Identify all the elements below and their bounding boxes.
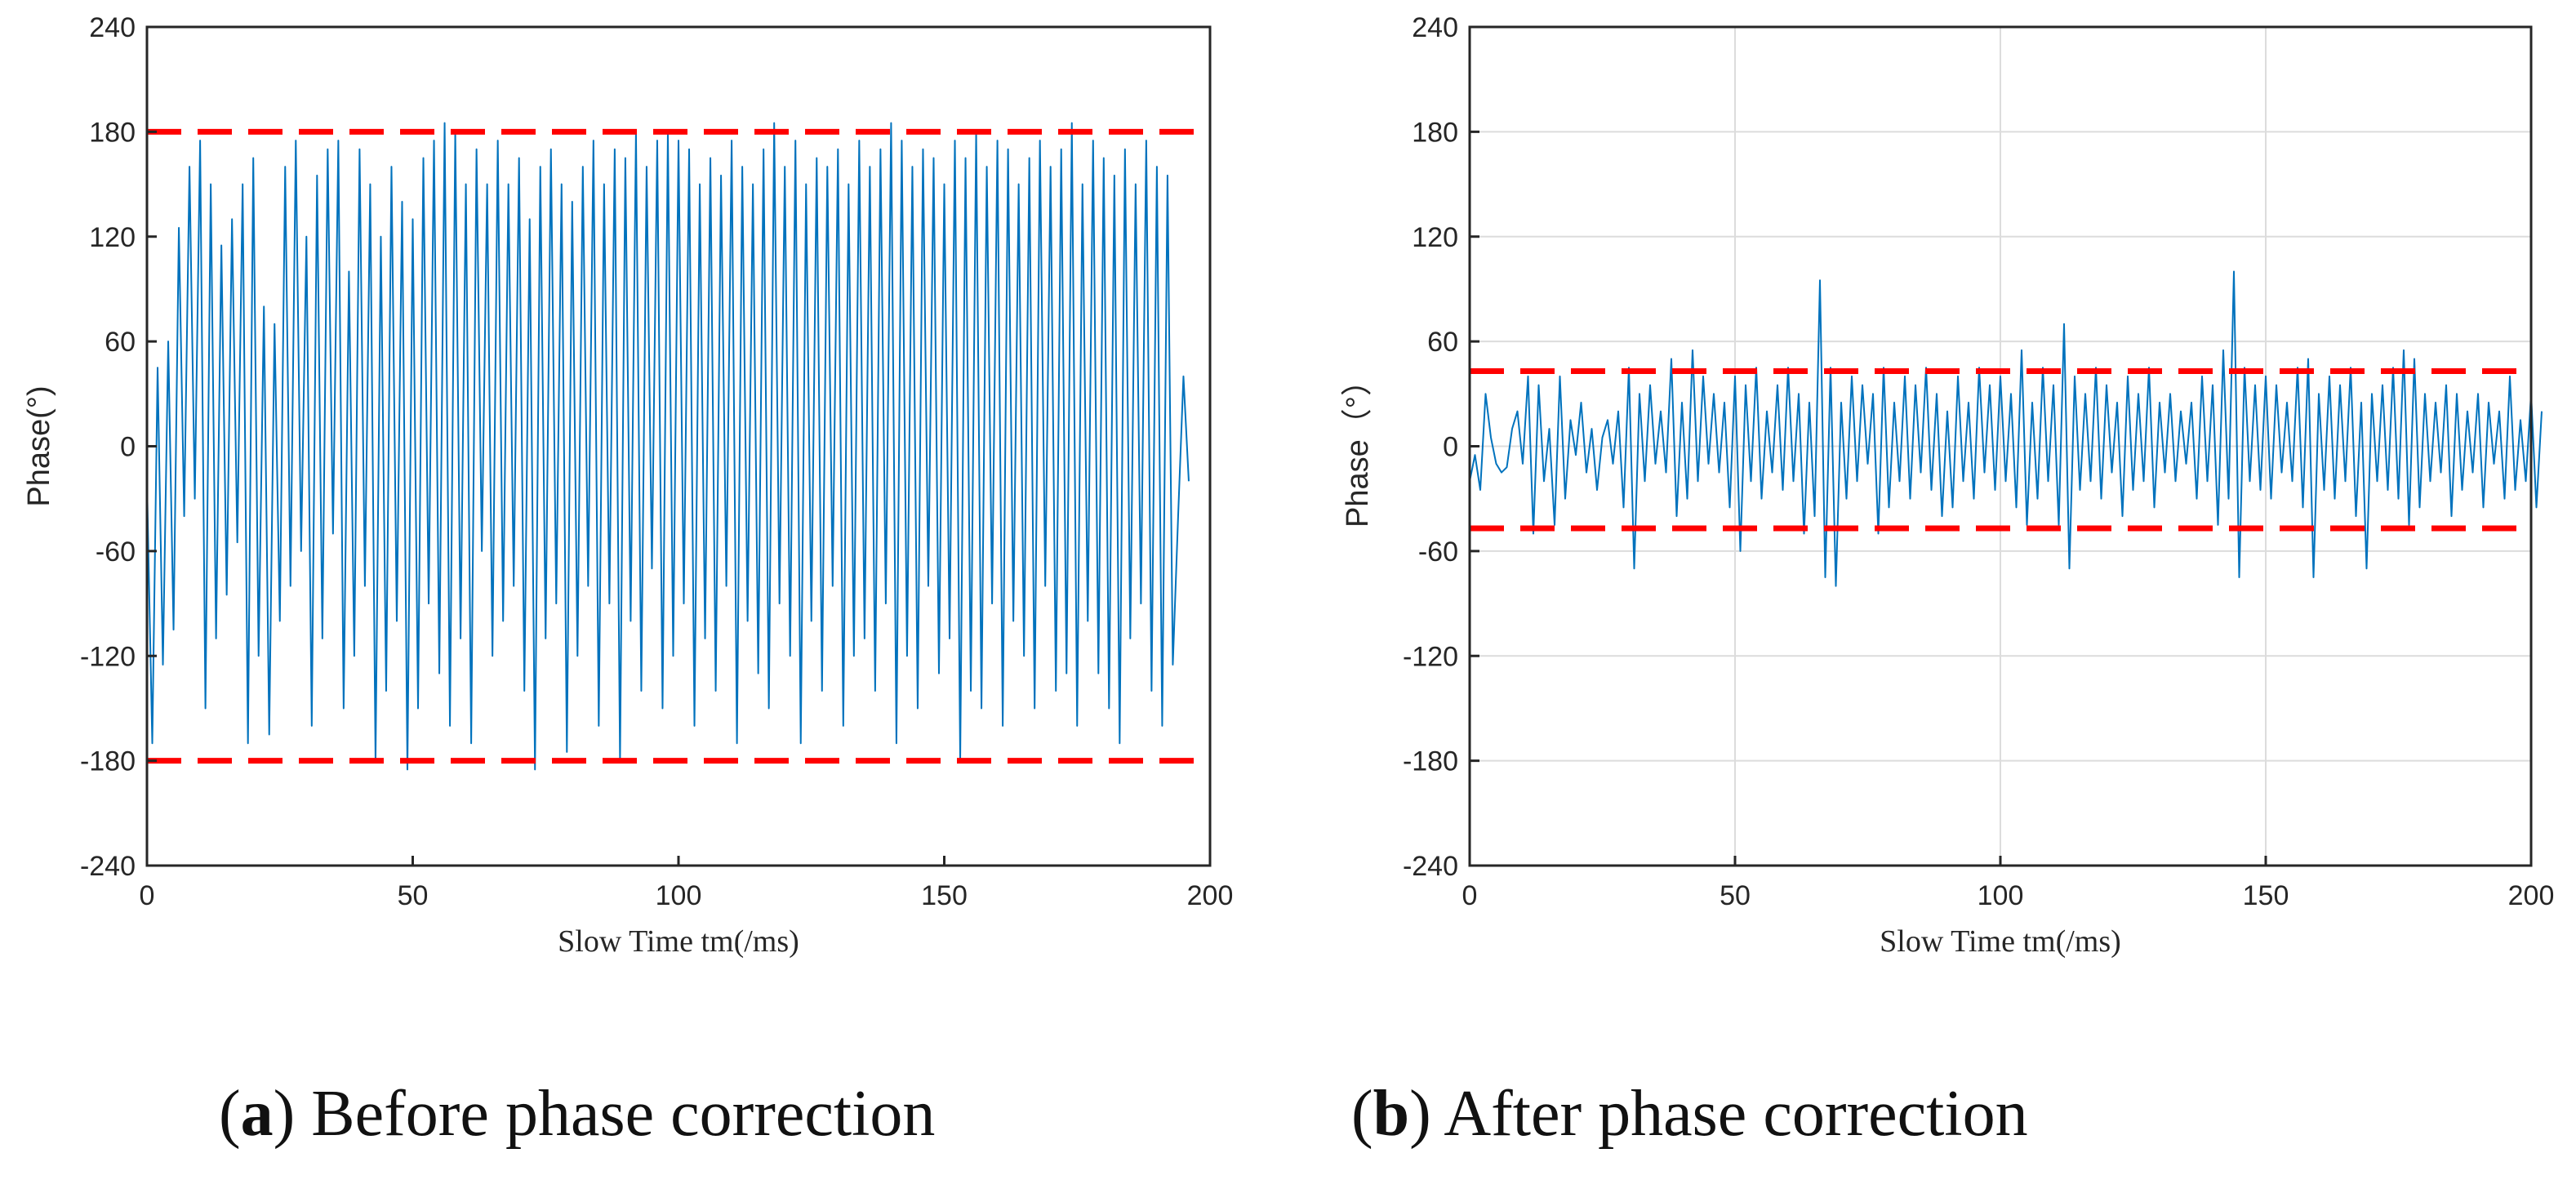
y-tick-label: 180	[89, 117, 136, 148]
y-tick-label: -60	[96, 536, 136, 568]
y-tick-label: 240	[89, 12, 136, 43]
y-tick-label: 240	[1412, 12, 1458, 43]
y-tick-label: -120	[1403, 641, 1458, 672]
x-tick-label: 200	[2508, 880, 2555, 911]
y-tick-label: 0	[1443, 432, 1458, 463]
y-tick-label: -180	[80, 746, 136, 777]
x-axis-label: Slow Time tm(/ms)	[1880, 924, 2121, 959]
y-tick-label: -60	[1418, 536, 1458, 568]
x-tick-label: 0	[140, 880, 155, 911]
y-axis-label: Phase(°)	[22, 385, 56, 506]
chart-panel-a: 0 50 100 150 200 240 180 120 60 0 -60 -120 -180 -240 S…	[22, 12, 1233, 959]
x-tick-label: 200	[1187, 880, 1234, 911]
caption-b-letter: b	[1373, 1078, 1410, 1150]
caption-a-text: Before phase correction	[311, 1078, 935, 1150]
y-tick-label: 120	[1412, 222, 1458, 253]
caption-a-letter: a	[241, 1078, 274, 1150]
x-axis-label: Slow Time tm(/ms)	[558, 924, 799, 959]
caption-a: (a) Before phase correction	[219, 1078, 935, 1150]
y-tick-label: 0	[120, 432, 136, 463]
x-tick-label: 150	[921, 880, 968, 911]
x-tick-label: 50	[1720, 880, 1751, 911]
y-tick-label: -240	[80, 851, 136, 882]
y-tick-label: 120	[89, 222, 136, 253]
x-tick-label: 150	[2243, 880, 2289, 911]
y-tick-label: -120	[80, 641, 136, 672]
caption-b: (b) After phase correction	[1351, 1078, 2028, 1150]
y-tick-label: 180	[1412, 117, 1458, 148]
chart-panel-b: 0 50 100 150 200 240 180 120 60 0 -60 -120 -180 -240 S…	[1341, 12, 2554, 959]
x-tick-label: 100	[656, 880, 702, 911]
y-axis-label: Phase（°）	[1341, 365, 1375, 528]
x-tick-label: 100	[1978, 880, 2024, 911]
x-tick-label: 0	[1462, 880, 1478, 911]
series-line-phase	[1469, 270, 2543, 587]
y-tick-label: 60	[1427, 327, 1458, 358]
x-tick-label: 50	[398, 880, 429, 911]
y-tick-label: -180	[1403, 746, 1458, 777]
y-tick-label: -240	[1403, 851, 1458, 882]
y-tick-label: 60	[105, 327, 136, 358]
caption-b-text: After phase correction	[1444, 1078, 2027, 1150]
